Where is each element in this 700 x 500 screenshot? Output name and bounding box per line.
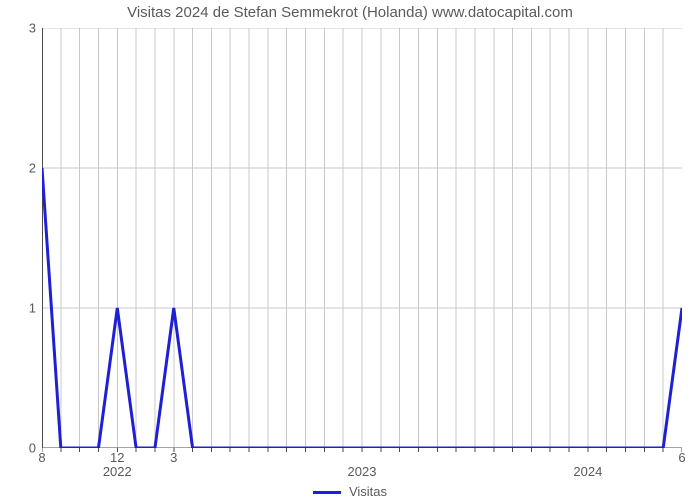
x-category-label: 2023	[348, 464, 377, 479]
x-tick-label: 12	[110, 450, 124, 465]
y-tick-label: 2	[29, 161, 36, 176]
y-tick-label: 0	[29, 441, 36, 456]
y-tick-label: 1	[29, 301, 36, 316]
plot-area	[42, 28, 682, 448]
legend-label: Visitas	[349, 484, 387, 499]
legend: Visitas	[0, 484, 700, 499]
x-category-label: 2024	[573, 464, 602, 479]
x-tick-label: 8	[38, 450, 45, 465]
chart-title: Visitas 2024 de Stefan Semmekrot (Holand…	[0, 4, 700, 21]
x-category-label: 2022	[103, 464, 132, 479]
axis-ticks-layer	[42, 28, 682, 458]
chart-root: Visitas 2024 de Stefan Semmekrot (Holand…	[0, 0, 700, 500]
legend-swatch	[313, 491, 341, 494]
x-tick-label: 6	[678, 450, 685, 465]
y-tick-label: 3	[29, 21, 36, 36]
x-tick-label: 3	[170, 450, 177, 465]
